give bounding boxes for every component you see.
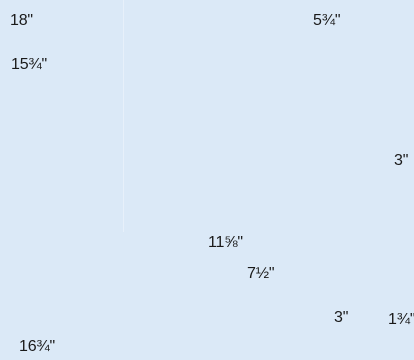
dimension-label-top-left: 18" xyxy=(10,12,33,29)
dimension-label-top-right: 5¾" xyxy=(313,12,341,29)
dimension-label-center-upper: 11⅝" xyxy=(208,234,243,251)
dimension-label-bottom-left: 16¾" xyxy=(19,338,56,355)
dimension-label-right-middle: 3" xyxy=(394,152,409,169)
dimension-label-bottom-right-edge: 1¾" xyxy=(388,311,414,328)
dimension-label-bottom-right: 3" xyxy=(334,309,349,326)
faint-guide-line xyxy=(123,0,124,232)
dimension-label-center-lower: 7½" xyxy=(247,265,275,282)
dimension-label-upper-left: 15¾" xyxy=(11,56,48,73)
